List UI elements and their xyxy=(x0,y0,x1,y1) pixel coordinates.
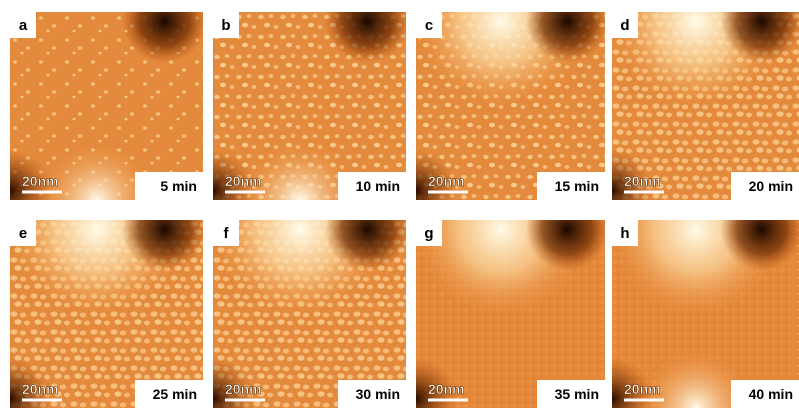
image-panel: d 20nm 20 min xyxy=(612,12,799,200)
stm-image xyxy=(416,12,605,200)
stm-image xyxy=(213,220,406,408)
image-panel: c 20nm 15 min xyxy=(416,12,605,200)
panel-label: e xyxy=(19,225,27,242)
scale-label: 20nm xyxy=(624,173,661,189)
panel-label: g xyxy=(424,225,433,242)
image-panel: h 20nm 40 min xyxy=(612,220,799,408)
stm-image xyxy=(612,220,799,408)
stm-image xyxy=(10,12,203,200)
image-panel: e 20nm 25 min xyxy=(10,220,203,408)
time-label: 30 min xyxy=(356,386,400,402)
panel-label: c xyxy=(425,17,433,34)
panel-label: a xyxy=(19,17,28,34)
time-label: 40 min xyxy=(749,386,793,402)
scale-label: 20nm xyxy=(225,381,262,397)
dark-region xyxy=(213,12,406,200)
dark-region xyxy=(213,220,406,408)
scale-label: 20nm xyxy=(22,381,59,397)
time-label: 5 min xyxy=(160,178,197,194)
scale-label: 20nm xyxy=(428,173,465,189)
panel-label: b xyxy=(221,17,230,34)
dark-region xyxy=(612,220,799,408)
time-label: 35 min xyxy=(555,386,599,402)
image-panel: a 20nm 5 min xyxy=(10,12,203,200)
figure: a 20nm 5 min b 20nm 10 min c 20nm 15 min d 20nm 20 … xyxy=(0,0,799,409)
dark-region xyxy=(416,220,605,408)
time-label: 20 min xyxy=(749,178,793,194)
time-label: 25 min xyxy=(153,386,197,402)
dark-region xyxy=(416,12,605,200)
dark-region xyxy=(10,12,203,200)
scale-label: 20nm xyxy=(428,381,465,397)
dark-region xyxy=(10,220,203,408)
stm-image xyxy=(612,12,799,200)
time-label: 15 min xyxy=(555,178,599,194)
panel-label: d xyxy=(620,17,629,34)
image-panel: g 20nm 35 min xyxy=(416,220,605,408)
time-label: 10 min xyxy=(356,178,400,194)
panel-label: h xyxy=(620,225,629,242)
scale-label: 20nm xyxy=(22,173,59,189)
stm-image xyxy=(416,220,605,408)
scale-label: 20nm xyxy=(624,381,661,397)
image-panel: b 20nm 10 min xyxy=(213,12,406,200)
stm-image xyxy=(10,220,203,408)
scale-label: 20nm xyxy=(225,173,262,189)
dark-region xyxy=(612,12,799,200)
stm-image xyxy=(213,12,406,200)
